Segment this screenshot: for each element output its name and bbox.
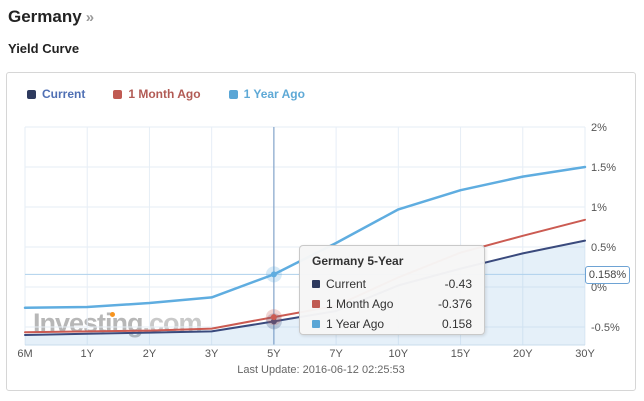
tooltip-year-value: 0.158 — [441, 317, 472, 331]
tooltip-month-label: 1 Month Ago — [326, 297, 394, 311]
legend-label-1-year-ago: 1 Year Ago — [243, 87, 305, 101]
svg-text:3Y: 3Y — [205, 348, 219, 360]
tooltip-row-1-year-ago: 1 Year Ago 0.158 — [312, 314, 472, 334]
svg-text:1.5%: 1.5% — [591, 162, 616, 174]
legend-item-current[interactable]: Current — [27, 87, 85, 101]
chart-tooltip: Germany 5-Year Current -0.43 1 Month Ago… — [299, 245, 485, 335]
svg-text:15Y: 15Y — [451, 348, 471, 360]
svg-text:-0.5%: -0.5% — [591, 322, 620, 334]
yield-curve-plot[interactable]: 2% 1.5% 1% 0.5% 0% -0.5% 6M 1Y 2Y 3Y 5Y 7Y 10Y 15Y 20Y… — [7, 73, 635, 390]
page-header: Germany» — [8, 7, 94, 27]
chart-subtitle: Yield Curve — [8, 41, 80, 56]
svg-text:6M: 6M — [17, 348, 32, 360]
chart-legend: Current 1 Month Ago 1 Year Ago — [27, 87, 305, 101]
month-ago-swatch-icon — [113, 89, 123, 99]
svg-text:2%: 2% — [591, 122, 607, 134]
tooltip-month-swatch-icon — [312, 300, 320, 308]
tooltip-current-value: -0.43 — [444, 277, 472, 291]
tooltip-year-label: 1 Year Ago — [326, 317, 385, 331]
marker-1-month-ago — [265, 309, 282, 326]
tooltip-month-value: -0.376 — [437, 297, 472, 311]
marker-current — [265, 313, 282, 330]
legend-label-1-month-ago: 1 Month Ago — [128, 87, 201, 101]
svg-text:1Y: 1Y — [80, 348, 94, 360]
svg-text:30Y: 30Y — [575, 348, 595, 360]
marker-1-year-ago — [265, 266, 282, 283]
current-swatch-icon — [27, 89, 36, 99]
tooltip-current-label: Current — [326, 277, 367, 291]
tooltip-row-1-month-ago: 1 Month Ago -0.376 — [312, 294, 472, 314]
legend-label-current: Current — [42, 87, 86, 101]
svg-text:2Y: 2Y — [143, 348, 157, 360]
year-ago-swatch-icon — [228, 89, 238, 99]
last-update-text: Last Update: 2016-06-12 02:25:53 — [237, 364, 405, 376]
tooltip-title: Germany 5-Year — [312, 254, 404, 268]
legend-item-1-month-ago[interactable]: 1 Month Ago — [113, 87, 201, 101]
svg-text:0%: 0% — [591, 282, 607, 294]
chart-card: Current 1 Month Ago 1 Year Ago Investing… — [6, 72, 636, 391]
svg-text:10Y: 10Y — [389, 348, 409, 360]
svg-text:1%: 1% — [591, 202, 607, 214]
legend-item-1-year-ago[interactable]: 1 Year Ago — [228, 87, 305, 101]
title-link-arrow-icon[interactable]: » — [85, 9, 95, 26]
svg-text:0.5%: 0.5% — [591, 242, 616, 254]
svg-text:20Y: 20Y — [513, 348, 533, 360]
x-axis-labels: 6M 1Y 2Y 3Y 5Y 7Y 10Y 15Y 20Y 30Y — [17, 348, 595, 360]
tooltip-current-swatch-icon — [312, 280, 320, 288]
svg-text:5Y: 5Y — [267, 348, 281, 360]
page-title[interactable]: Germany — [8, 7, 82, 26]
watermark-orange-dot-icon — [110, 312, 115, 317]
tooltip-row-current: Current -0.43 — [312, 274, 472, 294]
svg-text:7Y: 7Y — [329, 348, 343, 360]
crosshair-value-badge: 0.158% — [585, 266, 630, 284]
tooltip-year-swatch-icon — [312, 320, 320, 328]
y-axis-labels: 2% 1.5% 1% 0.5% 0% -0.5% — [591, 122, 620, 334]
